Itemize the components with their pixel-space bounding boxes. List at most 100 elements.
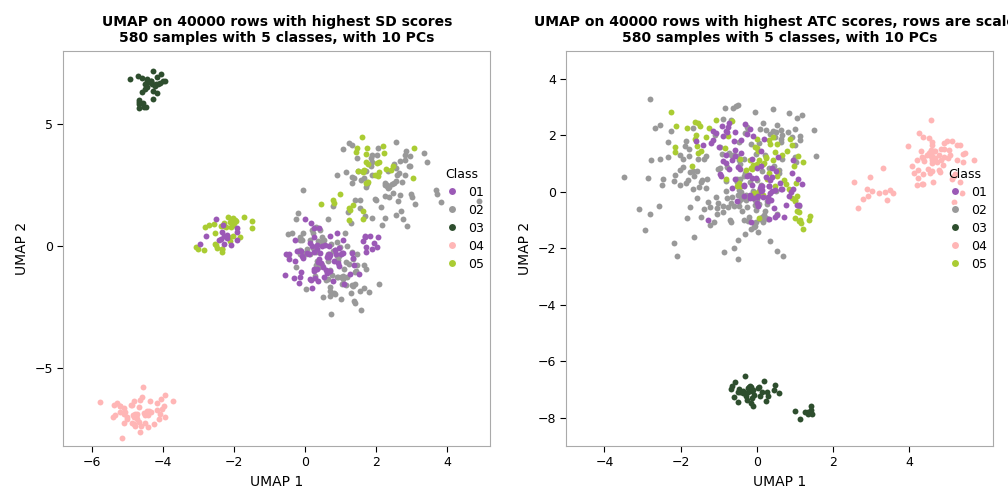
Point	[323, 266, 339, 274]
Point	[385, 179, 401, 187]
Point	[739, 123, 755, 132]
Point	[219, 231, 235, 239]
Point	[313, 241, 330, 249]
Point	[132, 428, 148, 436]
Point	[209, 215, 225, 223]
Point	[925, 178, 941, 186]
Point	[722, 119, 738, 127]
Point	[319, 269, 335, 277]
Point	[941, 146, 958, 154]
Point	[776, 176, 792, 184]
Point	[225, 214, 241, 222]
Point	[355, 237, 371, 245]
Point	[213, 222, 229, 230]
Point	[762, 131, 778, 139]
Point	[955, 150, 971, 158]
Point	[715, 133, 731, 141]
Point	[309, 241, 326, 249]
Point	[748, 206, 764, 214]
Point	[749, 144, 765, 152]
Point	[943, 174, 960, 182]
Point	[309, 245, 326, 253]
Point	[139, 407, 155, 415]
Point	[370, 144, 386, 152]
Point	[775, 252, 791, 260]
Point	[303, 276, 320, 284]
Point	[885, 189, 901, 197]
Point	[291, 245, 307, 254]
Point	[667, 143, 683, 151]
Point	[298, 245, 314, 254]
Point	[328, 250, 344, 258]
Point	[769, 120, 785, 129]
Point	[791, 208, 807, 216]
Point	[784, 142, 800, 150]
Point	[384, 180, 400, 188]
Point	[232, 233, 248, 241]
Point	[341, 260, 357, 268]
Point	[709, 210, 725, 218]
Point	[209, 241, 225, 249]
Point	[768, 167, 784, 175]
Point	[322, 250, 338, 259]
Point	[787, 197, 803, 205]
Point	[149, 89, 165, 97]
Point	[738, 196, 754, 204]
Point	[433, 198, 450, 206]
Point	[743, 140, 759, 148]
Point	[370, 172, 386, 180]
Point	[227, 216, 243, 224]
Point	[157, 77, 173, 85]
Point	[698, 184, 714, 193]
Point	[744, 155, 760, 163]
Point	[731, 385, 747, 393]
Point	[326, 257, 342, 265]
Point	[660, 153, 676, 161]
Point	[352, 196, 368, 204]
Point	[292, 269, 308, 277]
Point	[754, 167, 770, 175]
Point	[321, 275, 337, 283]
Point	[740, 384, 756, 392]
Point	[791, 216, 807, 224]
Point	[363, 154, 379, 162]
Point	[782, 188, 798, 196]
Point	[785, 185, 801, 194]
Point	[350, 167, 366, 175]
Point	[216, 219, 232, 227]
Point	[369, 151, 385, 159]
Point	[726, 151, 742, 159]
Point	[369, 243, 385, 251]
Point	[370, 233, 386, 241]
Point	[379, 180, 395, 188]
Point	[682, 168, 699, 176]
Point	[923, 154, 939, 162]
Point	[355, 215, 371, 223]
Point	[229, 228, 245, 236]
Point	[707, 218, 723, 226]
Point	[681, 152, 698, 160]
Point	[794, 111, 810, 119]
Point	[119, 415, 135, 423]
Point	[724, 117, 740, 125]
Point	[298, 285, 314, 293]
Point	[754, 213, 770, 221]
Point	[703, 204, 719, 212]
Point	[308, 265, 325, 273]
Point	[754, 218, 770, 226]
Point	[364, 245, 380, 253]
Point	[215, 221, 231, 229]
Point	[745, 194, 761, 202]
Point	[326, 289, 342, 297]
Point	[244, 224, 260, 232]
Point	[377, 192, 393, 200]
Point	[344, 249, 360, 258]
Point	[303, 219, 320, 227]
Point	[149, 399, 165, 407]
Point	[156, 402, 172, 410]
Point	[214, 228, 230, 236]
Point	[345, 173, 361, 181]
Point	[138, 83, 154, 91]
Point	[311, 224, 328, 232]
Point	[651, 121, 667, 129]
